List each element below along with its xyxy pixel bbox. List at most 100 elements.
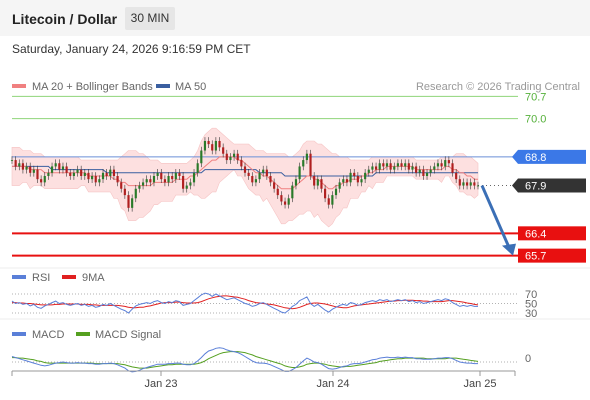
legend-macd-swatch	[12, 332, 26, 336]
candle-body	[404, 163, 407, 167]
candle-body	[360, 179, 363, 183]
resistance-label-70.0: 70.0	[525, 114, 546, 126]
candle-body	[178, 172, 181, 176]
candle-body	[196, 163, 199, 173]
candle-body	[211, 144, 214, 151]
x-tick-label: Jan 23	[144, 378, 177, 390]
candle-body	[200, 150, 203, 164]
credit-label: Research © 2026 Trading Central	[416, 81, 580, 93]
candle-body	[120, 182, 123, 189]
legend-ma50-label: MA 50	[175, 81, 206, 93]
support-tag-66.4	[518, 226, 586, 241]
candle-body	[127, 195, 130, 208]
candle-body	[247, 172, 250, 176]
candle-body	[243, 166, 247, 173]
pivot-label-68.8: 68.8	[525, 152, 546, 164]
candle-body	[167, 176, 170, 183]
legend-ma50-swatch	[156, 84, 170, 88]
candle-body	[145, 179, 148, 183]
rsi-tick-label: 50	[525, 299, 537, 311]
support-tag-65.7	[518, 248, 586, 263]
rsi-line	[11, 292, 478, 314]
candle-body	[185, 185, 188, 189]
candle-body	[65, 166, 68, 173]
candle-body	[269, 176, 272, 183]
candle-body	[400, 163, 403, 167]
candle-body	[371, 166, 374, 170]
header-bar: Litecoin / Dollar 30 MIN	[0, 0, 590, 36]
current-price-tag	[512, 178, 586, 193]
candle-body	[203, 140, 207, 151]
candle-body	[218, 140, 221, 148]
candle-body	[54, 163, 57, 167]
candle-body	[109, 169, 112, 176]
candle-body	[367, 169, 370, 173]
candle-body	[476, 185, 480, 187]
candle-body	[21, 163, 25, 170]
candle-body	[418, 169, 421, 173]
candle-body	[149, 179, 152, 183]
candle-body	[305, 153, 308, 161]
candle-body	[94, 176, 97, 183]
candle-body	[342, 179, 345, 183]
candle-body	[240, 160, 243, 167]
candle-body	[40, 179, 43, 183]
candle-body	[141, 182, 145, 186]
candle-body	[324, 188, 327, 199]
candle-body	[236, 153, 239, 161]
candle-body	[276, 188, 279, 196]
macd-signal-line	[12, 351, 479, 369]
candle-body	[58, 163, 61, 170]
candle-body	[229, 156, 232, 161]
candle-body	[429, 169, 432, 173]
candle-body	[25, 166, 28, 170]
candle-body	[131, 198, 134, 208]
x-tick-label: Jan 24	[316, 378, 349, 390]
candle-body	[287, 198, 290, 205]
candle-body	[345, 179, 349, 183]
candle-body	[425, 172, 429, 176]
legend-rsi-swatch	[12, 275, 26, 279]
candle-body	[280, 195, 283, 202]
candle-body	[225, 153, 228, 161]
candle-body	[47, 172, 50, 176]
legend-ma20-label: MA 20 + Bollinger Bands	[32, 81, 153, 93]
candle-body	[364, 172, 367, 180]
bollinger-band	[11, 127, 479, 228]
candle-body	[14, 160, 17, 167]
candle-body	[422, 169, 425, 176]
candle-body	[338, 182, 341, 189]
legend-rsi-ma-swatch	[62, 275, 76, 279]
candle-body	[76, 169, 79, 173]
candle-body	[123, 188, 126, 196]
support-label-66.4: 66.4	[525, 228, 546, 240]
candle-body	[61, 166, 65, 170]
candle-body	[447, 160, 450, 164]
candle-body	[214, 140, 217, 151]
candle-body	[389, 163, 392, 170]
candle-body	[331, 195, 334, 205]
candle-body	[192, 172, 196, 183]
candle-body	[18, 163, 21, 167]
interval-button[interactable]: 30 MIN	[125, 7, 175, 30]
candle-body	[87, 172, 90, 180]
candle-body	[349, 172, 352, 183]
candle-body	[433, 166, 436, 170]
candle-body	[458, 179, 461, 186]
candle-body	[393, 166, 396, 170]
candle-body	[465, 182, 469, 186]
candle-body	[385, 163, 389, 167]
candle-body	[455, 172, 458, 180]
candle-body	[294, 179, 298, 186]
candle-body	[320, 179, 323, 189]
legend-ma20-swatch	[12, 84, 26, 88]
candle-body	[105, 172, 108, 176]
candle-body	[283, 201, 287, 205]
candle-body	[327, 198, 330, 205]
candle-body	[112, 169, 116, 176]
instrument-title: Litecoin / Dollar	[12, 11, 118, 27]
legend-macd-signal-swatch	[76, 332, 90, 336]
candle-body	[101, 172, 105, 180]
x-tick-label: Jan 25	[463, 378, 496, 390]
